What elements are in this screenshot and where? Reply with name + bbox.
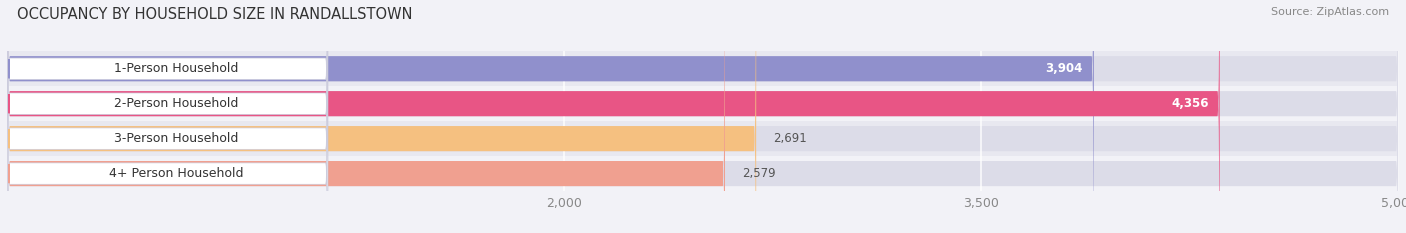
Text: 4+ Person Household: 4+ Person Household [108, 167, 243, 180]
FancyBboxPatch shape [7, 0, 328, 233]
Text: 2,579: 2,579 [742, 167, 775, 180]
FancyBboxPatch shape [7, 0, 1399, 233]
FancyBboxPatch shape [7, 51, 1399, 86]
Text: 2-Person Household: 2-Person Household [114, 97, 238, 110]
FancyBboxPatch shape [7, 86, 1399, 121]
FancyBboxPatch shape [7, 0, 328, 233]
FancyBboxPatch shape [7, 0, 1399, 233]
Text: 2,691: 2,691 [773, 132, 807, 145]
FancyBboxPatch shape [7, 0, 328, 233]
FancyBboxPatch shape [7, 0, 1094, 233]
FancyBboxPatch shape [7, 0, 1399, 233]
FancyBboxPatch shape [7, 0, 328, 233]
Text: Source: ZipAtlas.com: Source: ZipAtlas.com [1271, 7, 1389, 17]
FancyBboxPatch shape [7, 0, 756, 233]
Text: 1-Person Household: 1-Person Household [114, 62, 238, 75]
Text: 3-Person Household: 3-Person Household [114, 132, 238, 145]
FancyBboxPatch shape [7, 121, 1399, 156]
FancyBboxPatch shape [7, 0, 725, 233]
Text: 3,904: 3,904 [1045, 62, 1083, 75]
Text: 4,356: 4,356 [1171, 97, 1209, 110]
FancyBboxPatch shape [7, 0, 1399, 233]
Text: OCCUPANCY BY HOUSEHOLD SIZE IN RANDALLSTOWN: OCCUPANCY BY HOUSEHOLD SIZE IN RANDALLST… [17, 7, 412, 22]
FancyBboxPatch shape [7, 156, 1399, 191]
FancyBboxPatch shape [7, 0, 1219, 233]
